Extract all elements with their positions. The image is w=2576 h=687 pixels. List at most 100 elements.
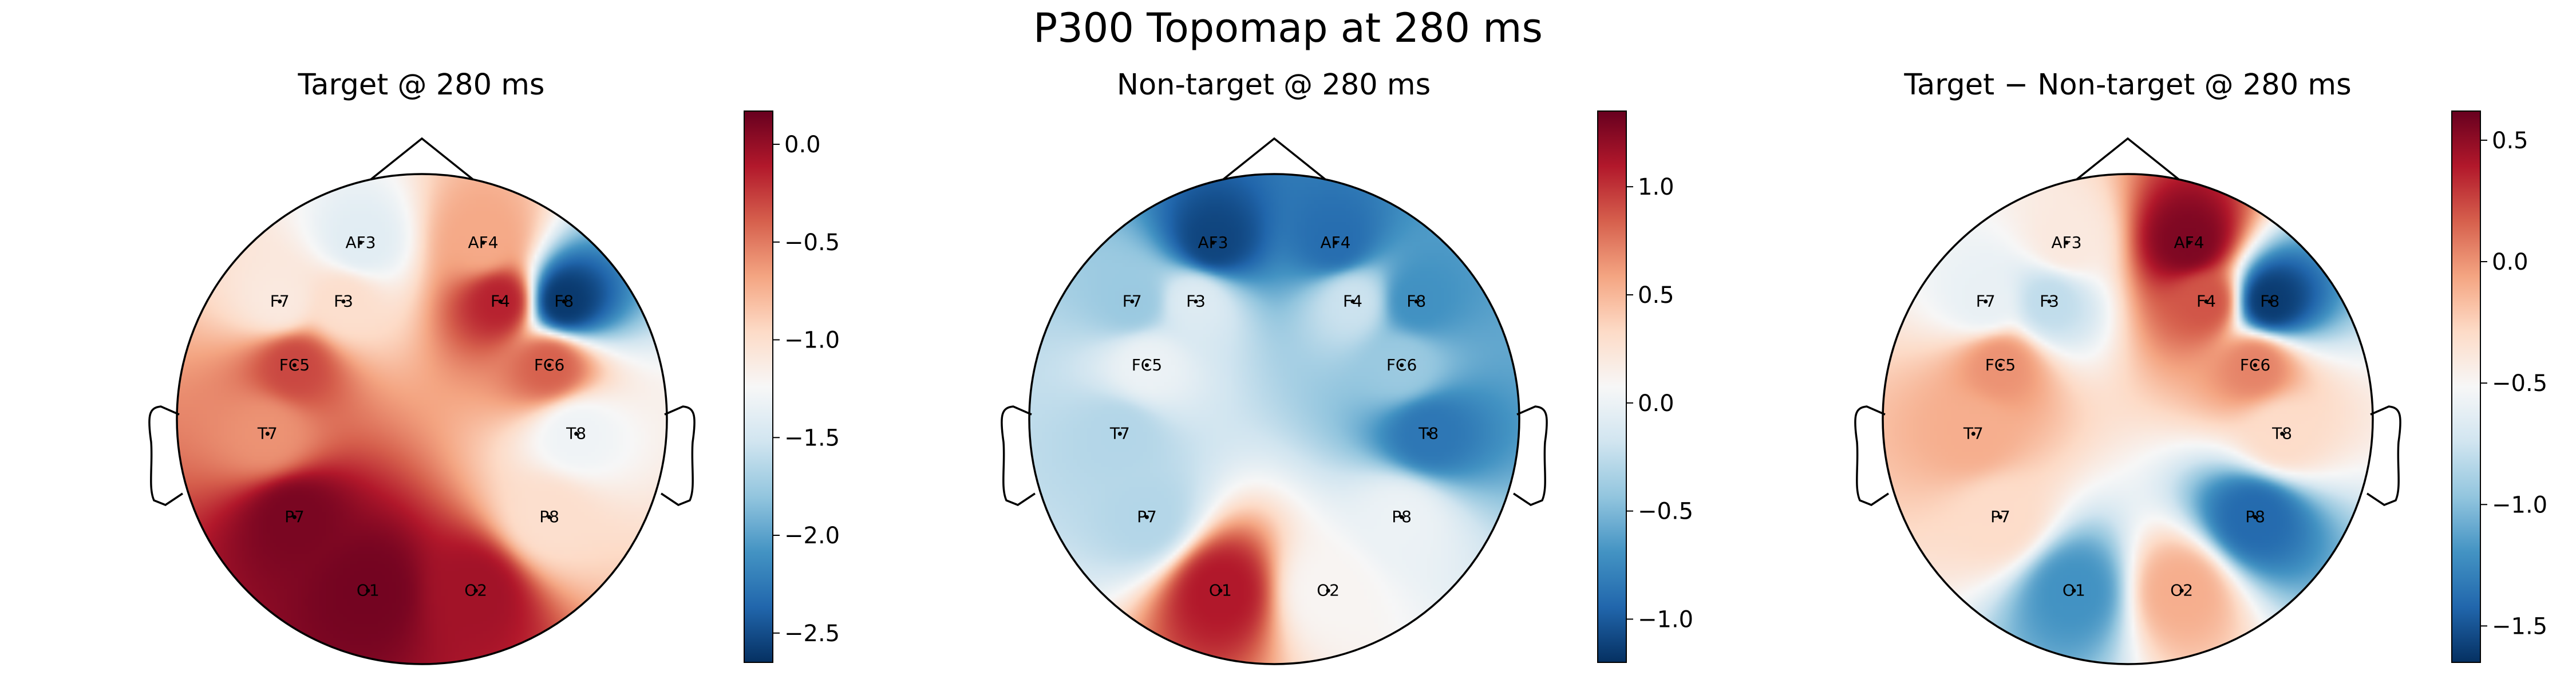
electrode-label: T8 <box>566 424 586 443</box>
electrode-marker <box>2047 299 2052 304</box>
colorbar-tick-label: −0.5 <box>1638 499 1693 525</box>
electrode-label: F4 <box>2196 292 2216 311</box>
electrode-label: F8 <box>1406 292 1426 311</box>
electrode-marker <box>1333 240 1338 245</box>
electrode-marker <box>265 432 270 436</box>
electrode-label: F4 <box>491 292 510 311</box>
electrode-label: F7 <box>1976 292 1996 311</box>
electrode-marker <box>2204 299 2208 304</box>
colorbar <box>1597 110 1627 663</box>
electrode-label: FC6 <box>2240 356 2270 374</box>
electrode-label: AF3 <box>1198 233 1228 252</box>
colorbar-tick-label: 1.0 <box>1638 174 1674 200</box>
topomap-panel: AF3 AF4 F7 F3 F4 F8 FC5 FC6 T7 T8 P7 P8 O1 O2 Non-targ… <box>1001 68 1693 665</box>
electrode-label: O2 <box>464 581 487 600</box>
electrode-label: P8 <box>539 507 559 526</box>
colorbar-tick-label: 0.0 <box>784 132 821 158</box>
electrode-marker <box>1326 589 1330 593</box>
left-ear-outline <box>1854 405 1889 506</box>
electrode-marker <box>1144 363 1149 368</box>
right-ear-outline <box>2366 405 2401 506</box>
electrode-label: AF4 <box>2174 233 2204 252</box>
electrode-marker <box>1400 363 1404 368</box>
electrode-marker <box>1414 299 1419 304</box>
electrode-marker <box>562 299 566 304</box>
electrode-marker <box>2253 515 2258 519</box>
electrode-label: FC5 <box>1132 356 1162 374</box>
electrode-marker <box>366 589 370 593</box>
colorbar-tick-label: −0.5 <box>784 230 840 256</box>
electrode-label: T8 <box>2271 424 2292 443</box>
panel-title: Non-target @ 280 ms <box>1117 68 1431 102</box>
electrode-label: O2 <box>2170 581 2193 600</box>
topomap-field <box>1883 174 2373 664</box>
electrode-label: P8 <box>1392 507 1412 526</box>
topomap-field <box>1029 174 1519 664</box>
electrode-label: P7 <box>1990 507 2010 526</box>
electrode-marker <box>2253 363 2258 368</box>
electrode-marker <box>547 363 552 368</box>
electrode-marker <box>473 589 478 593</box>
electrode-label: F7 <box>270 292 290 311</box>
electrode-label: P8 <box>2245 507 2265 526</box>
panel-title: Target − Non-target @ 280 ms <box>1903 68 2351 102</box>
head-outline <box>176 173 668 665</box>
colorbar-tick-label: −0.5 <box>2492 370 2547 397</box>
electrode-marker <box>2179 589 2184 593</box>
left-ear-outline <box>1001 405 1036 506</box>
electrode-label: P7 <box>285 507 305 526</box>
electrode-marker <box>1427 432 1431 436</box>
colorbar-tick-label: −2.5 <box>784 621 840 647</box>
right-ear-outline <box>1513 405 1548 506</box>
electrode-label: AF3 <box>345 233 376 252</box>
electrode-label: FC5 <box>1985 356 2016 374</box>
electrode-marker <box>481 240 485 245</box>
right-ear-outline <box>661 405 696 506</box>
electrode-label: T7 <box>257 424 278 443</box>
nose-outline <box>369 137 475 181</box>
electrode-label: F3 <box>1186 292 1206 311</box>
topomap-panel: AF3 AF4 F7 F3 F4 F8 FC5 FC6 T7 T8 P7 P8 O1 O2 Target @… <box>148 68 840 665</box>
electrode-label: O1 <box>1209 581 1232 600</box>
electrode-label: T7 <box>1109 424 1130 443</box>
electrode-label: P7 <box>1137 507 1157 526</box>
electrode-label: FC6 <box>534 356 564 374</box>
electrode-marker <box>2072 589 2076 593</box>
colorbar-tick-label: −2.0 <box>784 523 840 549</box>
electrode-marker <box>1130 299 1135 304</box>
electrode-label: F3 <box>334 292 353 311</box>
colorbar-tick-label: −1.5 <box>2492 613 2547 639</box>
electrode-marker <box>547 515 552 519</box>
electrode-label: O2 <box>1317 581 1340 600</box>
head-outline <box>1882 173 2374 665</box>
electrode-label: AF4 <box>1320 233 1350 252</box>
electrode-label: T7 <box>1963 424 1984 443</box>
colorbar-tick-label: −1.0 <box>2492 492 2547 518</box>
electrode-label: AF4 <box>468 233 498 252</box>
electrode-label: FC5 <box>279 356 310 374</box>
electrode-marker <box>2267 299 2272 304</box>
electrode-marker <box>341 299 346 304</box>
electrode-marker <box>1144 515 1149 519</box>
electrode-marker <box>1984 299 1988 304</box>
electrode-label: F4 <box>1343 292 1362 311</box>
electrode-marker <box>1211 240 1215 245</box>
electrode-marker <box>1400 515 1404 519</box>
electrode-label: F8 <box>554 292 574 311</box>
colorbar <box>744 110 773 663</box>
electrode-label: F3 <box>2040 292 2059 311</box>
electrode-marker <box>2187 240 2191 245</box>
electrode-marker <box>292 363 297 368</box>
colorbar-tick-label: 0.0 <box>1638 390 1674 417</box>
electrode-marker <box>358 240 363 245</box>
nose-outline <box>2075 137 2180 181</box>
colorbar-tick-label: −1.0 <box>1638 606 1693 633</box>
electrode-marker <box>1117 432 1122 436</box>
colorbar-tick-label: −1.0 <box>784 327 840 354</box>
panel-title: Target @ 280 ms <box>297 68 544 102</box>
electrode-marker <box>1971 432 1976 436</box>
electrode-marker <box>1998 363 2002 368</box>
left-ear-outline <box>148 405 183 506</box>
electrode-marker <box>1218 589 1223 593</box>
electrode-marker <box>278 299 282 304</box>
